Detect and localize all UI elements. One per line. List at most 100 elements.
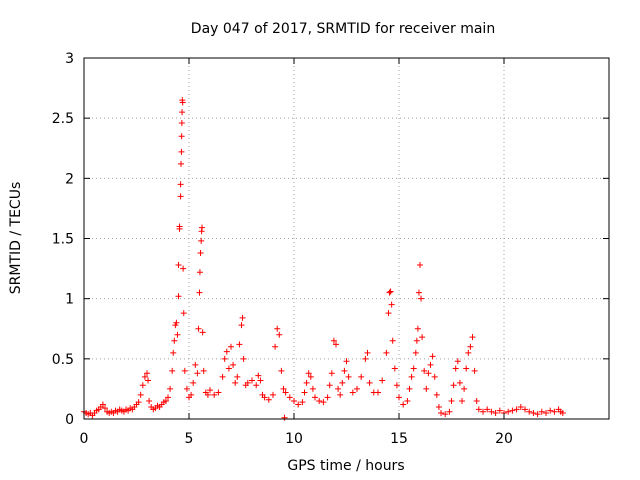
data-point <box>253 382 260 389</box>
data-point <box>383 349 390 356</box>
data-point <box>144 370 150 377</box>
x-tick-label: 0 <box>80 431 89 447</box>
data-point <box>291 397 297 404</box>
data-point <box>513 406 520 413</box>
data-point <box>137 391 144 398</box>
axis-ticks: 0 0.5 1 1.5 2 2.5 3 0 5 10 15 20 <box>52 51 609 447</box>
data-point <box>196 269 203 276</box>
data-point <box>345 373 352 380</box>
data-point <box>415 289 422 296</box>
data-point <box>176 225 183 232</box>
data-point <box>438 409 444 416</box>
data-point <box>272 343 279 350</box>
data-point <box>410 365 417 372</box>
data-point <box>505 408 512 415</box>
data-point <box>199 224 206 231</box>
data-point <box>234 373 241 380</box>
data-point <box>180 310 187 317</box>
data-point <box>244 379 251 386</box>
data-point <box>391 365 398 372</box>
data-point <box>146 397 153 404</box>
data-point <box>425 370 432 377</box>
data-point <box>446 408 453 415</box>
data-point <box>197 249 204 256</box>
data-point <box>454 358 461 365</box>
data-point <box>265 396 272 403</box>
x-tick-label: 20 <box>495 431 513 447</box>
data-point <box>526 408 533 415</box>
data-point <box>204 391 211 398</box>
data-point <box>225 365 232 372</box>
x-tick-label: 15 <box>390 431 408 447</box>
data-point <box>196 289 203 296</box>
data-point <box>358 373 365 380</box>
y-tick-label: 2 <box>65 171 74 187</box>
data-point <box>427 361 434 368</box>
data-point <box>419 334 426 341</box>
chart-title: Day 047 of 2017, SRMTID for receiver mai… <box>191 21 495 37</box>
data-point <box>170 349 177 356</box>
data-point <box>211 391 218 398</box>
data-point <box>215 389 222 396</box>
data-point <box>480 408 486 415</box>
data-point <box>305 370 312 377</box>
y-axis-label: SRMTID / TECUs <box>8 182 24 295</box>
data-point <box>183 385 190 392</box>
data-point <box>175 293 182 300</box>
data-point <box>423 385 430 392</box>
data-point <box>282 389 289 396</box>
data-point <box>341 367 348 374</box>
data-point <box>299 399 306 406</box>
data-point <box>393 382 400 389</box>
data-point <box>364 349 371 356</box>
x-tick-label: 5 <box>185 431 194 447</box>
data-point <box>366 379 373 386</box>
data-point <box>385 310 392 317</box>
data-point <box>230 361 237 368</box>
data-point <box>175 261 182 268</box>
data-point <box>278 367 285 374</box>
data-point <box>469 334 476 341</box>
data-point <box>343 358 350 365</box>
data-point <box>417 261 423 268</box>
y-tick-label: 0.5 <box>52 352 74 368</box>
y-tick-label: 1 <box>65 292 74 308</box>
data-point <box>286 394 293 401</box>
data-point <box>240 355 247 362</box>
data-point <box>207 387 213 394</box>
data-point <box>463 365 470 372</box>
data-point <box>484 406 491 413</box>
y-tick-label: 0 <box>65 412 74 428</box>
data-point <box>551 408 558 415</box>
data-point <box>169 367 176 374</box>
data-point <box>509 407 516 414</box>
data-point <box>459 397 465 404</box>
data-point <box>362 355 369 362</box>
x-tick-label: 10 <box>285 431 303 447</box>
data-point <box>274 325 281 332</box>
data-point <box>316 397 323 404</box>
data-point <box>414 325 421 332</box>
data-point <box>219 373 226 380</box>
data-point <box>404 397 411 404</box>
data-point <box>190 379 197 386</box>
data-point <box>406 385 413 392</box>
data-point <box>418 295 425 302</box>
data-point <box>195 325 202 332</box>
data-point <box>303 379 310 386</box>
data-point <box>162 397 169 404</box>
data-point <box>473 397 480 404</box>
data-point <box>333 341 339 348</box>
data-point <box>339 379 346 386</box>
data-point <box>413 337 420 344</box>
data-point <box>174 331 181 338</box>
data-point <box>178 160 185 167</box>
data-point <box>228 343 234 350</box>
data-point <box>178 133 185 140</box>
data-point <box>270 391 276 398</box>
data-point <box>386 289 393 296</box>
data-point <box>461 385 468 392</box>
data-point <box>276 331 283 338</box>
data-point <box>307 373 314 380</box>
